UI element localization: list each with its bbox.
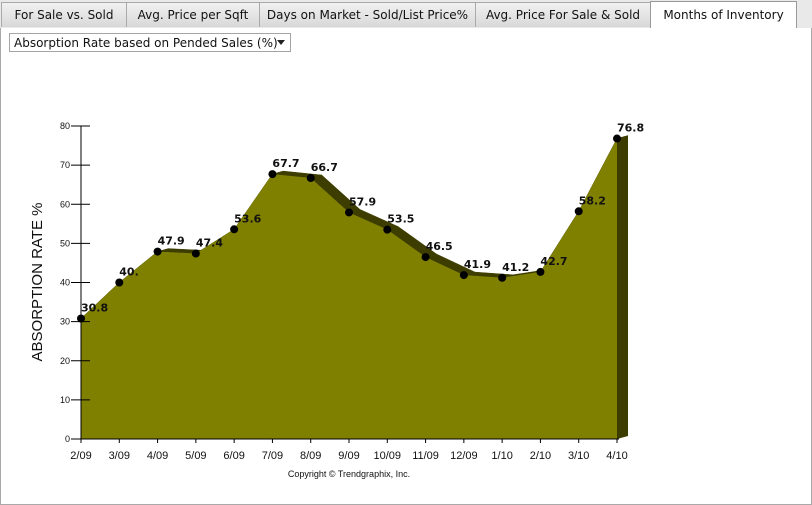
tab-for-sale-vs-sold[interactable]: For Sale vs. Sold <box>1 2 127 27</box>
tab-months-of-inventory[interactable]: Months of Inventory <box>650 1 797 28</box>
data-label: 47.4 <box>196 237 223 250</box>
data-label: 58.2 <box>579 194 606 207</box>
x-tick-label: 3/09 <box>109 450 130 462</box>
data-labels: 30.8 40. 47.9 47.4 53.6 67.7 66.7 57.9 53.5 46.5 4… <box>81 122 644 315</box>
x-tick-label: 7/09 <box>262 450 283 462</box>
y-tick-label: 0 <box>65 434 70 444</box>
data-point <box>345 208 353 217</box>
data-label: 41.9 <box>464 258 491 271</box>
data-point <box>383 225 392 234</box>
area-series <box>81 138 617 439</box>
x-tick-label: 3/10 <box>568 450 589 462</box>
area-side-wall <box>617 135 628 439</box>
x-tick-label: 9/09 <box>338 450 359 462</box>
y-tick-label: 10 <box>60 395 70 405</box>
data-label: 57.9 <box>349 195 376 208</box>
data-point <box>498 273 507 282</box>
data-label: 42.7 <box>540 255 567 268</box>
x-tick-label: 4/10 <box>606 450 627 462</box>
x-tick-label: 2/10 <box>530 450 551 462</box>
x-tick-label: 2/09 <box>70 450 91 462</box>
data-label: 46.5 <box>426 240 453 253</box>
tab-days-on-market[interactable]: Days on Market - Sold/List Price% <box>259 2 476 27</box>
y-tick-label: 20 <box>60 356 70 366</box>
data-point <box>306 174 315 183</box>
x-tick-label: 4/09 <box>147 450 168 462</box>
data-point <box>536 267 545 276</box>
data-point <box>613 134 621 143</box>
x-tick-label: 6/09 <box>223 450 244 462</box>
data-label: 53.6 <box>234 212 261 225</box>
tab-bar: For Sale vs. Sold Avg. Price per Sqft Da… <box>0 0 812 29</box>
x-tick-label: 1/10 <box>491 450 512 462</box>
y-tick-label: 50 <box>60 238 70 248</box>
y-tick-label: 70 <box>60 160 70 170</box>
chart-metric-dropdown[interactable]: Absorption Rate based on Pended Sales (%… <box>9 33 291 52</box>
data-point <box>574 207 583 216</box>
data-label: 66.7 <box>311 161 338 174</box>
y-axis-label: ABSORPTION RATE % <box>29 203 46 362</box>
copyright-text: Copyright © Trendgraphix, Inc. <box>288 469 410 479</box>
axes: 0 10 20 30 40 50 60 70 80 2/09 3/09 4/09 5/09 6/09 7/0… <box>60 121 628 462</box>
data-point <box>115 278 124 287</box>
x-tick-label: 12/09 <box>450 450 478 462</box>
data-point <box>459 271 468 280</box>
x-tick-label: 5/09 <box>185 450 206 462</box>
data-point <box>230 225 239 234</box>
data-label: 40. <box>119 266 138 279</box>
data-point <box>421 253 430 262</box>
chart-metric-dropdown-value: Absorption Rate based on Pended Sales (%… <box>14 35 278 50</box>
data-label: 41.2 <box>502 261 529 274</box>
data-point <box>268 170 277 179</box>
y-tick-label: 40 <box>60 278 70 288</box>
x-tick-label: 11/09 <box>412 450 439 462</box>
x-tick-label: 10/09 <box>374 450 402 462</box>
data-point <box>77 314 85 323</box>
data-label: 47.9 <box>158 235 185 248</box>
data-label: 30.8 <box>81 301 108 314</box>
data-point <box>153 247 162 256</box>
chevron-down-icon <box>277 40 285 45</box>
y-tick-label: 30 <box>60 317 70 327</box>
data-points <box>77 134 621 323</box>
data-point <box>191 249 200 258</box>
data-label: 53.5 <box>387 213 414 226</box>
y-tick-label: 80 <box>60 121 70 131</box>
data-label: 67.7 <box>272 157 299 170</box>
x-tick-label: 8/09 <box>300 450 321 462</box>
y-tick-label: 60 <box>60 199 70 209</box>
area-fill-layer <box>81 138 617 439</box>
tab-avg-price-for-sale-and-sold[interactable]: Avg. Price For Sale & Sold <box>475 2 651 27</box>
data-label: 76.8 <box>617 122 644 135</box>
